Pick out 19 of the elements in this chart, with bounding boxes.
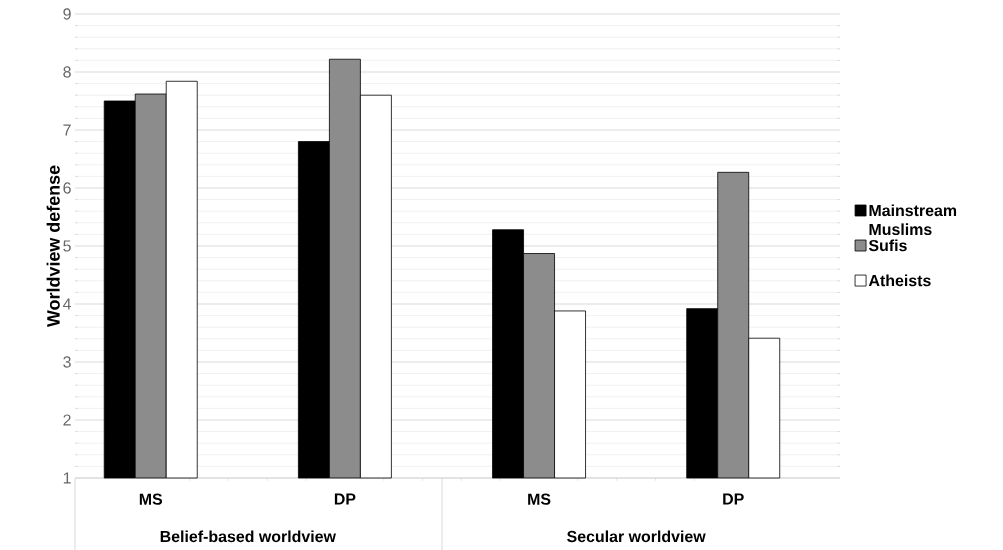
y-tick-label: 3 <box>63 356 71 368</box>
x-tick-label: DP <box>723 493 744 505</box>
y-tick-label: 5 <box>63 240 71 252</box>
legend-label: Mainstream Muslims <box>869 204 957 235</box>
legend-label: Atheists <box>868 274 931 286</box>
text: Belief-based worldview <box>160 530 336 542</box>
x-tick-label: MS <box>139 493 163 505</box>
y-tick-label: 6 <box>63 182 71 194</box>
x-tick-label: MS <box>528 493 551 505</box>
y-axis-title: Worldview defense <box>46 165 60 327</box>
y-tick-label: 1 <box>63 472 71 484</box>
y-tick-label: 9 <box>63 8 71 20</box>
y-tick-label: 4 <box>62 298 72 310</box>
y-tick-label: 2 <box>63 414 71 426</box>
y-tick-label: 8 <box>63 66 71 78</box>
text: Secular worldview <box>567 530 706 542</box>
y-tick-label: 7 <box>63 124 71 136</box>
x-tick-label: DP <box>334 493 356 505</box>
legend-label: Sufis <box>868 239 907 251</box>
